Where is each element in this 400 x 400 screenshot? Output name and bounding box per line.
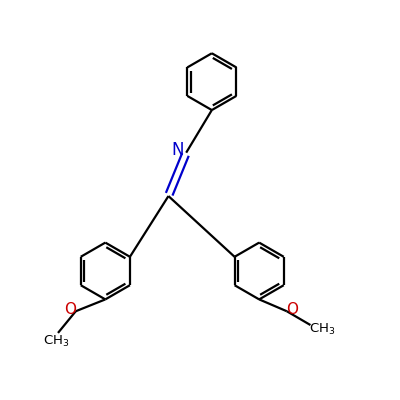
Text: O: O xyxy=(286,302,298,317)
Text: CH$_3$: CH$_3$ xyxy=(43,334,69,349)
Text: CH$_3$: CH$_3$ xyxy=(309,322,336,336)
Text: N: N xyxy=(171,140,184,158)
Text: O: O xyxy=(65,302,77,317)
